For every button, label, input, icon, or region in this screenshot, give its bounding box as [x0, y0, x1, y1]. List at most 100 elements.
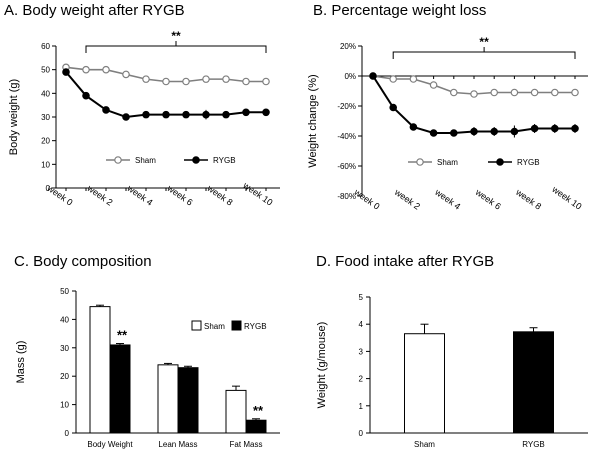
- x-tick-label: Sham: [414, 440, 435, 449]
- legend-swatch: [191, 320, 202, 331]
- data-point-rygb: [490, 127, 499, 136]
- significance-bracket: [85, 45, 267, 53]
- bar-rygb: [177, 367, 199, 434]
- data-point-sham: [550, 88, 559, 97]
- y-tick-label: 20: [41, 137, 50, 146]
- bar-sham: [157, 364, 179, 434]
- y-tick-label: 0: [46, 184, 51, 193]
- y-axis-label: Body weight (g): [8, 79, 20, 155]
- y-tick-label: 3: [359, 347, 364, 356]
- data-point-sham: [122, 70, 130, 79]
- legend-label: Sham: [437, 158, 458, 167]
- y-tick-label: 20: [60, 372, 69, 381]
- x-tick-label: week 4: [125, 183, 155, 208]
- x-tick-label: Body Weight: [87, 440, 133, 449]
- data-point-sham: [142, 75, 150, 83]
- data-point-rygb: [429, 129, 438, 137]
- data-point-rygb: [242, 108, 250, 117]
- x-tick-label: week 8: [205, 183, 235, 208]
- y-tick-label: 50: [60, 287, 69, 296]
- data-point-rygb: [510, 127, 519, 136]
- data-point-sham: [162, 77, 170, 86]
- panel-c-title: C. Body composition: [14, 253, 152, 270]
- legend-label: RYGB: [244, 322, 267, 331]
- data-point-rygb: [550, 124, 559, 133]
- x-tick-label: week 10: [550, 184, 584, 212]
- x-tick-label: week 6: [473, 187, 503, 212]
- legend-marker: [416, 158, 424, 166]
- y-tick-label: 4: [359, 320, 364, 329]
- panel-a-title: A. Body weight after RYGB: [4, 2, 185, 19]
- data-point-rygb: [571, 124, 579, 133]
- y-tick-label: 50: [41, 66, 50, 75]
- y-tick-label: 30: [41, 113, 50, 122]
- data-point-rygb: [102, 106, 110, 114]
- data-point-sham: [102, 65, 110, 74]
- y-axis-label: Weight change (%): [307, 74, 319, 167]
- legend-label: RYGB: [517, 158, 540, 167]
- x-tick-label: Lean Mass: [158, 440, 197, 449]
- y-tick-label: 1: [359, 402, 364, 411]
- y-tick-label: 0%: [344, 72, 356, 81]
- data-point-sham: [429, 81, 438, 89]
- data-point-rygb: [122, 113, 130, 121]
- x-tick-label: week 6: [165, 183, 195, 208]
- x-tick-label: week 8: [513, 187, 543, 212]
- legend-marker: [192, 156, 200, 164]
- data-point-rygb: [162, 110, 170, 119]
- data-point-sham: [449, 88, 458, 97]
- significance-label: **: [479, 35, 489, 49]
- legend-marker: [496, 158, 504, 166]
- significance-label: **: [253, 403, 264, 418]
- legend-label: Sham: [135, 156, 156, 165]
- data-point-rygb: [222, 110, 230, 119]
- data-point-sham: [510, 88, 519, 97]
- data-point-sham: [242, 77, 250, 86]
- y-tick-label: -80%: [337, 192, 356, 201]
- bar-rygb: [513, 331, 554, 434]
- data-point-sham: [530, 88, 539, 97]
- legend-label: RYGB: [213, 156, 236, 165]
- y-tick-label: 2: [359, 375, 364, 384]
- y-tick-label: 60: [41, 42, 50, 51]
- data-point-sham: [82, 65, 90, 74]
- y-tick-label: 10: [41, 160, 50, 169]
- y-tick-label: 0: [65, 429, 70, 438]
- y-axis-label: Weight (g/mouse): [316, 322, 328, 409]
- x-tick-label: week 2: [392, 187, 422, 212]
- x-tick-label: week 4: [432, 187, 462, 212]
- bar-sham: [225, 389, 247, 434]
- data-point-sham: [470, 90, 478, 98]
- data-point-rygb: [142, 110, 150, 119]
- data-point-sham: [490, 88, 499, 97]
- data-point-rygb: [262, 108, 270, 117]
- data-point-rygb: [470, 127, 478, 136]
- data-point-rygb: [369, 72, 377, 80]
- significance-bracket: [392, 51, 576, 59]
- x-tick-label: week 2: [85, 183, 115, 208]
- panel-d-title: D. Food intake after RYGB: [316, 253, 495, 270]
- x-tick-label: week 0: [352, 187, 382, 212]
- panel-b-title: B. Percentage weight loss: [313, 2, 487, 19]
- panel-c-bar-chart: 0 10 20 30 40 50 Mass (g) Body Weight Lean Mass F…: [15, 287, 280, 449]
- significance-label: **: [117, 328, 128, 343]
- data-point-sham: [182, 77, 190, 86]
- y-tick-label: 5: [359, 293, 364, 302]
- legend-swatch: [231, 320, 242, 331]
- data-point-rygb: [202, 110, 210, 119]
- bar-sham: [89, 306, 111, 434]
- y-tick-label: 40: [41, 89, 50, 98]
- y-axis-label: Mass (g): [15, 341, 27, 384]
- data-point-sham: [571, 88, 579, 97]
- y-tick-label: -40%: [337, 132, 356, 141]
- data-point-sham: [389, 75, 398, 83]
- y-tick-label: 0: [359, 429, 364, 438]
- y-tick-label: 40: [60, 315, 69, 324]
- panel-b-line-chart: 20% 0% -20% -40% -60% -80% Weight change (%) we…: [307, 35, 588, 212]
- panel-d-bar-chart: 0 1 2 3 4 5 Weight (g/mouse) Sham RYGB: [316, 293, 588, 449]
- bar-rygb: [245, 419, 267, 434]
- data-point-sham: [222, 75, 230, 83]
- data-point-sham: [262, 77, 270, 86]
- bar-sham: [404, 333, 445, 434]
